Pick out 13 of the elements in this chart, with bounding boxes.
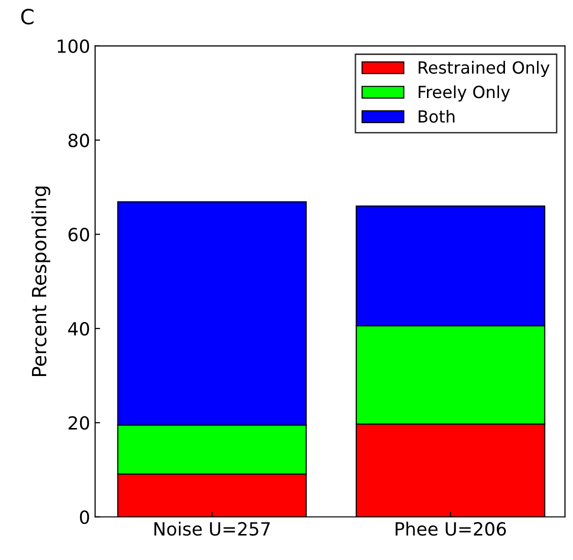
y-tick-label: 100 xyxy=(58,39,90,54)
y-tick-label: 40 xyxy=(68,322,90,336)
y-tick-label: 80 xyxy=(68,134,90,148)
y-axis-title: Percent Responding xyxy=(31,186,50,376)
text: C xyxy=(21,8,34,25)
y-tick-label: 0 xyxy=(80,510,90,524)
x-tick-label: Noise U=257 xyxy=(154,522,270,536)
y-tick-label: 20 xyxy=(68,416,90,430)
y-tick-label: 60 xyxy=(68,228,90,242)
legend-label: Freely Only xyxy=(418,85,510,102)
legend-label: Restrained Only xyxy=(418,60,550,78)
x-tick-label: Phee U=206 xyxy=(396,522,506,536)
legend-label: Both xyxy=(418,110,454,123)
